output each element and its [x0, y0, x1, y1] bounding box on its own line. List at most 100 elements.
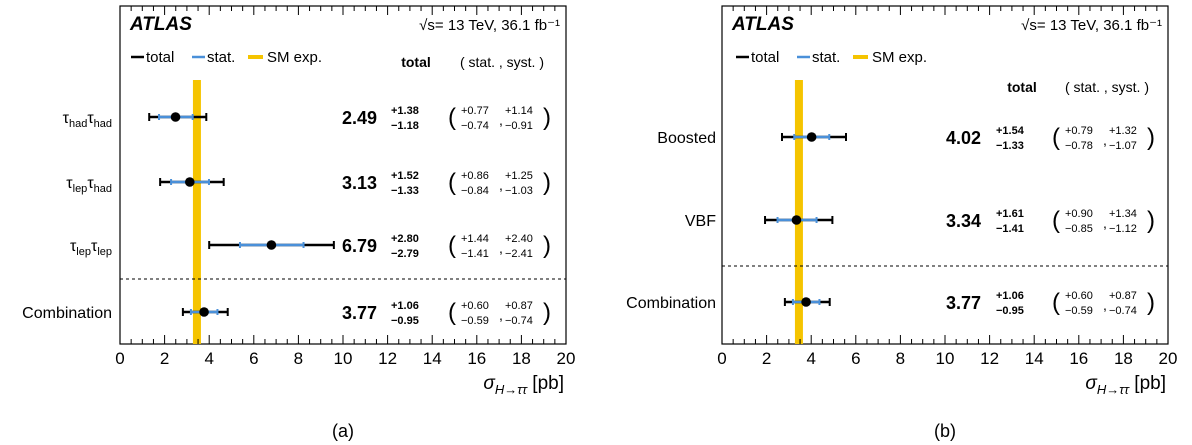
stat-error-up-label: +0.60 [461, 300, 489, 312]
x-tick-label: 12 [378, 349, 397, 368]
sqrt-s: √s [1021, 17, 1037, 34]
syst-error-up-label: +1.25 [505, 170, 533, 182]
x-tick-label: 20 [557, 349, 576, 368]
x-tick-label: 12 [980, 349, 999, 368]
row-label: Boosted [657, 130, 716, 147]
panel-label: (b) [934, 421, 956, 441]
data-point [266, 240, 277, 250]
total-error-up-label: +1.06 [996, 290, 1024, 302]
x-tick-label: 18 [1114, 349, 1133, 368]
syst-error-down-label: −0.74 [505, 315, 533, 327]
stat-error-down-label: −0.59 [461, 315, 489, 327]
data-point [791, 215, 802, 225]
legend-total-label: total [751, 49, 779, 66]
x-tick-label: 10 [334, 349, 353, 368]
central-value-label: 3.34 [946, 211, 981, 231]
syst-error-down-label: −1.03 [505, 185, 533, 197]
paren-close: ) [543, 104, 551, 131]
experiment-label: ATLAS [731, 14, 794, 35]
panel-label: (a) [332, 421, 354, 441]
stat-error-up-label: +0.90 [1065, 208, 1093, 220]
total-error-down-label: −1.18 [391, 120, 419, 132]
stat-error-down-label: −0.59 [1065, 305, 1093, 317]
paren-close: ) [1147, 207, 1155, 234]
syst-error-up-label: +0.87 [1109, 290, 1137, 302]
total-error-down-label: −1.33 [996, 140, 1024, 152]
x-tick-label: 8 [896, 349, 905, 368]
x-tick-label: 10 [936, 349, 955, 368]
comma: , [1103, 297, 1107, 313]
legend-sm-label: SM exp. [267, 49, 322, 66]
total-error-up-label: +1.06 [391, 300, 419, 312]
comma: , [1103, 215, 1107, 231]
paren-close: ) [1147, 289, 1155, 316]
syst-error-down-label: −0.91 [505, 120, 533, 132]
header-stat-syst: ( stat. , syst. ) [460, 54, 544, 70]
data-point [184, 177, 195, 187]
syst-error-up-label: +0.87 [505, 300, 533, 312]
stat-error-down-label: −1.41 [461, 248, 489, 260]
comma: , [499, 307, 503, 323]
x-tick-label: 14 [423, 349, 442, 368]
data-point [801, 297, 811, 307]
row-label: τlepτhad [66, 175, 112, 195]
syst-error-up-label: +1.32 [1109, 125, 1137, 137]
header-total: total [401, 54, 431, 70]
paren-open: ( [1052, 289, 1060, 316]
paren-close: ) [543, 299, 551, 326]
legend-sm-marker [853, 55, 868, 59]
total-error-up-label: +1.61 [996, 208, 1024, 220]
legend-sm-label: SM exp. [872, 49, 927, 66]
central-value-label: 2.49 [342, 108, 377, 128]
legend-stat-label: stat. [207, 49, 235, 66]
panel-a: ATLAS √s= 13 TeV, 36.1 fb⁻¹ total stat. SM e… [22, 5, 576, 441]
syst-error-down-label: −2.41 [505, 248, 533, 260]
central-value-label: 3.77 [946, 293, 981, 313]
stat-error-up-label: +0.60 [1065, 290, 1093, 302]
condition-text: = 13 TeV, 36.1 fb⁻¹ [1037, 17, 1162, 34]
measurement-row: τhadτhad 2.49 +1.38 −1.18 (+0.77 −0.74 ,+1.14 −… [63, 104, 551, 132]
total-error-down-label: −1.33 [391, 185, 419, 197]
stat-error-up-label: +0.86 [461, 170, 489, 182]
syst-error-down-label: −0.74 [1109, 305, 1137, 317]
condition-label: √s= 13 TeV, 36.1 fb⁻¹ [419, 17, 560, 34]
stat-error-up-label: +0.79 [1065, 125, 1093, 137]
comma: , [499, 240, 503, 256]
total-error-down-label: −0.95 [391, 315, 419, 327]
stat-error-down-label: −0.85 [1065, 223, 1093, 235]
syst-error-up-label: +1.14 [505, 105, 533, 117]
row-label: VBF [685, 213, 716, 230]
syst-error-up-label: +2.40 [505, 233, 533, 245]
x-tick-label: 6 [851, 349, 860, 368]
header-total: total [1007, 79, 1037, 95]
paren-close: ) [543, 169, 551, 196]
x-tick-label: 2 [762, 349, 771, 368]
total-error-up-label: +1.52 [391, 170, 419, 182]
sm-expectation-band [794, 80, 803, 344]
syst-error-down-label: −1.07 [1109, 140, 1137, 152]
x-tick-label: 20 [1159, 349, 1178, 368]
comma: , [1103, 132, 1107, 148]
x-tick-label: 0 [115, 349, 124, 368]
syst-error-up-label: +1.34 [1109, 208, 1137, 220]
comma: , [499, 112, 503, 128]
x-tick-label: 4 [806, 349, 815, 368]
row-label: τhadτhad [63, 110, 112, 130]
x-tick-label: 14 [1025, 349, 1044, 368]
experiment-label: ATLAS [129, 14, 192, 35]
row-label: Combination [626, 295, 716, 312]
comma: , [499, 177, 503, 193]
stat-error-down-label: −0.78 [1065, 140, 1093, 152]
x-tick-label: 16 [1069, 349, 1088, 368]
data-point [170, 112, 181, 122]
paren-open: ( [1052, 124, 1060, 151]
x-tick-label: 4 [204, 349, 213, 368]
stat-error-down-label: −0.84 [461, 185, 489, 197]
paren-open: ( [448, 232, 456, 259]
stat-error-up-label: +0.77 [461, 105, 489, 117]
measurement-row: Combination 3.77 +1.06 −0.95 (+0.60 −0.59 ,+0.… [626, 289, 1155, 317]
measurement-row: Boosted 4.02 +1.54 −1.33 (+0.79 −0.78 ,+1.32 −1… [657, 124, 1155, 152]
paren-open: ( [448, 299, 456, 326]
paren-close: ) [543, 232, 551, 259]
stat-error-down-label: −0.74 [461, 120, 489, 132]
